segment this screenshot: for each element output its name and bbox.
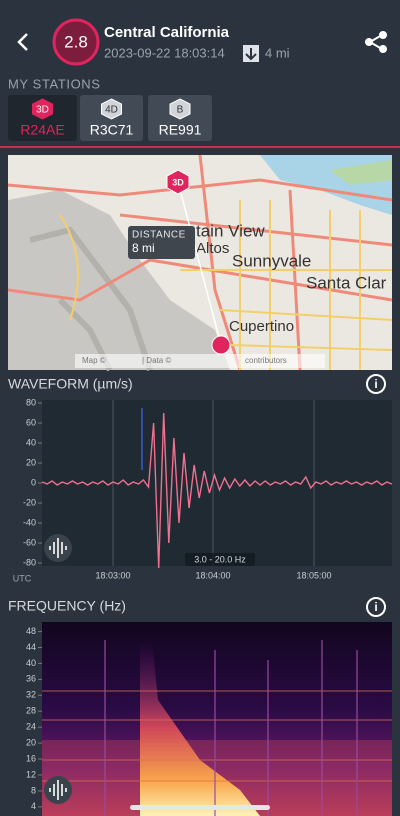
y-tick-label: 36	[26, 674, 36, 684]
frequency-title: FREQUENCY (Hz)	[8, 598, 126, 614]
y-tick-label: 12	[26, 769, 36, 779]
y-tick-label: 28	[26, 706, 36, 716]
tab-badge-label: B	[177, 105, 184, 116]
back-button[interactable]	[17, 33, 28, 51]
audio-button[interactable]	[44, 776, 72, 804]
tab-badge	[32, 98, 53, 120]
audio-button[interactable]	[44, 534, 72, 562]
distance-line	[177, 181, 222, 346]
distance-value: 8 mi	[132, 241, 155, 255]
station-tabs: 3D R24AE 4D R3C71 B RE991	[8, 95, 212, 141]
y-tick-label: -40	[23, 517, 36, 527]
distance-box	[128, 226, 195, 259]
frequency-axis: 48 44 40 36 32 28 24 20 16 12 8 4	[26, 626, 42, 811]
tab-badge-label: 3D	[36, 105, 49, 116]
x-tick-label: 18:04:00	[195, 570, 230, 580]
station-tab[interactable]: 3D R24AE	[8, 95, 77, 141]
home-indicator	[130, 805, 270, 810]
y-tick-label: 44	[26, 642, 36, 652]
x-axis-label: UTC	[13, 573, 32, 583]
tab-badge	[101, 98, 122, 120]
y-tick-label: 8	[31, 785, 36, 795]
station-tab[interactable]: 4D R3C71	[80, 95, 143, 141]
epicenter	[211, 335, 231, 355]
y-tick-label: 48	[26, 626, 36, 636]
map-place: Altos	[196, 240, 229, 257]
tab-badge	[169, 98, 191, 120]
x-tick-label: 18:05:00	[296, 570, 331, 580]
station-name: R24AE	[20, 122, 64, 138]
x-tick-label: 18:03:00	[95, 570, 130, 580]
map-place: tain View	[196, 221, 265, 240]
y-tick-label: 40	[26, 658, 36, 668]
event-datetime: 2023-09-22 18:03:14	[104, 45, 225, 60]
map-place: Cupertino	[229, 318, 294, 335]
attribution-bg	[75, 354, 325, 368]
station-name: RE991	[159, 122, 202, 138]
event-title: Central California	[104, 24, 230, 41]
info-button[interactable]: i	[366, 597, 386, 617]
y-tick-label: 60	[26, 417, 36, 427]
info-button[interactable]: i	[366, 374, 386, 394]
y-tick-label: 20	[26, 457, 36, 467]
map-place: Santa Clar	[306, 273, 387, 292]
y-tick-label: -60	[23, 537, 36, 547]
waveform-title: WAVEFORM (µm/s)	[8, 376, 133, 392]
tab-underline	[0, 146, 400, 148]
attribution: | Data ©	[142, 356, 171, 365]
y-tick-label: -20	[23, 497, 36, 507]
waveform-line	[41, 412, 393, 569]
share-button[interactable]	[365, 31, 387, 53]
station-marker	[166, 169, 190, 195]
tab-badge-label: 4D	[105, 105, 118, 116]
y-tick-label: 4	[31, 801, 36, 811]
attribution: Map ©	[82, 356, 106, 365]
svg-text:i: i	[374, 600, 377, 614]
spectrogram	[42, 622, 392, 816]
y-tick-label: 0	[31, 477, 36, 487]
magnitude-badge	[52, 18, 100, 66]
filter-label: 3.0 - 20.0 Hz	[194, 554, 246, 564]
svg-text:i: i	[374, 377, 377, 391]
depth-icon	[243, 45, 259, 62]
stations-label: MY STATIONS	[8, 76, 101, 91]
y-tick-label: 20	[26, 737, 36, 747]
station-tab[interactable]: B RE991	[148, 95, 212, 141]
station-marker-label: 3D	[172, 177, 184, 187]
waveform-chart: 80 60 40 20 0 -20 -40 -60 -80 18:03:00 18:04:00 18:…	[23, 397, 393, 580]
magnitude: 2.8	[64, 32, 88, 51]
map[interactable]: tain View Altos Sunnyvale Santa Clar Cup…	[7, 154, 393, 372]
event-distance: 4 mi	[265, 45, 290, 60]
map-place: Sunnyvale	[232, 251, 311, 270]
y-tick-label: -80	[23, 557, 36, 567]
y-tick-label: 40	[26, 437, 36, 447]
y-tick-label: 16	[26, 753, 36, 763]
y-tick-label: 80	[26, 397, 36, 407]
distance-label: DISTANCE	[132, 230, 186, 241]
station-name: R3C71	[90, 122, 134, 138]
y-tick-label: 24	[26, 722, 36, 732]
y-tick-label: 32	[26, 690, 36, 700]
attribution: contributors	[245, 356, 287, 365]
filter-box	[185, 553, 255, 566]
